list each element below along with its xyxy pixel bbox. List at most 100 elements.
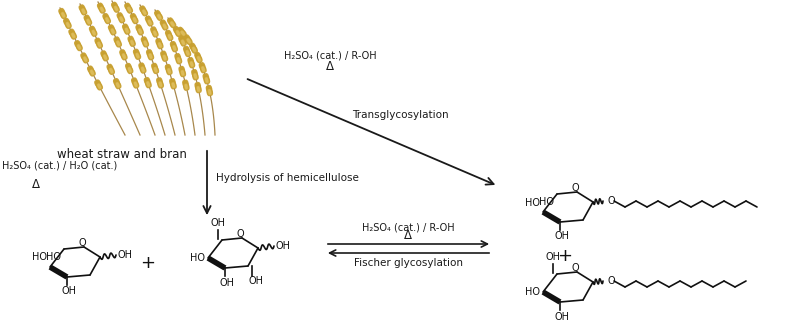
- Ellipse shape: [136, 53, 140, 58]
- Ellipse shape: [194, 74, 196, 79]
- Ellipse shape: [129, 67, 131, 72]
- Ellipse shape: [163, 55, 166, 60]
- Ellipse shape: [168, 68, 170, 74]
- Ellipse shape: [115, 79, 119, 88]
- Ellipse shape: [178, 58, 180, 62]
- Text: Fischer glycosylation: Fischer glycosylation: [353, 258, 462, 268]
- Ellipse shape: [161, 20, 166, 30]
- Ellipse shape: [185, 46, 190, 56]
- Ellipse shape: [196, 83, 200, 93]
- Ellipse shape: [165, 65, 172, 74]
- Ellipse shape: [133, 18, 136, 22]
- Text: H₂SO₄ (cat.) / H₂O (cat.): H₂SO₄ (cat.) / H₂O (cat.): [2, 160, 117, 170]
- Ellipse shape: [199, 64, 206, 72]
- Ellipse shape: [147, 51, 153, 59]
- Ellipse shape: [82, 9, 86, 13]
- Ellipse shape: [179, 27, 185, 37]
- Ellipse shape: [101, 52, 108, 60]
- Ellipse shape: [81, 5, 86, 15]
- Ellipse shape: [143, 37, 147, 47]
- Ellipse shape: [119, 13, 123, 23]
- Ellipse shape: [189, 58, 194, 68]
- Ellipse shape: [62, 12, 65, 17]
- Ellipse shape: [158, 78, 162, 88]
- Ellipse shape: [128, 7, 132, 11]
- Ellipse shape: [61, 13, 65, 17]
- Ellipse shape: [190, 44, 197, 52]
- Ellipse shape: [157, 15, 161, 19]
- Ellipse shape: [170, 22, 174, 26]
- Ellipse shape: [164, 24, 166, 29]
- Text: Δ: Δ: [32, 178, 40, 191]
- Ellipse shape: [96, 80, 101, 90]
- Ellipse shape: [121, 50, 126, 60]
- Ellipse shape: [200, 63, 205, 73]
- Ellipse shape: [184, 36, 192, 43]
- Ellipse shape: [86, 19, 90, 24]
- Ellipse shape: [98, 84, 100, 89]
- Text: +: +: [140, 254, 156, 272]
- Ellipse shape: [162, 51, 166, 61]
- Ellipse shape: [123, 54, 126, 58]
- Ellipse shape: [123, 54, 125, 59]
- Ellipse shape: [209, 89, 211, 95]
- Ellipse shape: [111, 29, 114, 34]
- Ellipse shape: [89, 66, 94, 76]
- Ellipse shape: [184, 47, 190, 56]
- Ellipse shape: [186, 35, 190, 44]
- Text: HO: HO: [525, 198, 540, 208]
- Ellipse shape: [111, 29, 115, 33]
- Ellipse shape: [152, 64, 158, 73]
- Ellipse shape: [154, 31, 156, 36]
- Ellipse shape: [143, 10, 146, 14]
- Ellipse shape: [194, 53, 202, 62]
- Text: HO: HO: [32, 252, 47, 262]
- Ellipse shape: [171, 79, 175, 89]
- Ellipse shape: [159, 82, 162, 87]
- Ellipse shape: [192, 48, 196, 52]
- Ellipse shape: [139, 64, 146, 72]
- Ellipse shape: [159, 42, 161, 48]
- Text: O: O: [607, 196, 615, 206]
- Ellipse shape: [207, 86, 211, 96]
- Text: OH: OH: [118, 250, 133, 260]
- Text: OH: OH: [249, 276, 264, 286]
- Ellipse shape: [178, 29, 186, 35]
- Ellipse shape: [70, 29, 75, 39]
- Ellipse shape: [182, 40, 184, 45]
- Ellipse shape: [190, 62, 194, 66]
- Ellipse shape: [140, 63, 144, 73]
- Ellipse shape: [86, 15, 90, 25]
- Ellipse shape: [77, 45, 81, 49]
- Ellipse shape: [92, 31, 95, 35]
- Text: O: O: [78, 238, 86, 248]
- Ellipse shape: [132, 79, 139, 87]
- Ellipse shape: [180, 36, 185, 46]
- Ellipse shape: [152, 27, 157, 37]
- Text: Δ: Δ: [326, 60, 334, 73]
- Text: Δ: Δ: [404, 229, 412, 242]
- Ellipse shape: [139, 29, 141, 34]
- Ellipse shape: [147, 16, 152, 26]
- Ellipse shape: [168, 69, 171, 73]
- Text: O: O: [607, 276, 615, 286]
- Ellipse shape: [144, 41, 147, 45]
- Ellipse shape: [184, 80, 188, 90]
- Ellipse shape: [185, 85, 188, 89]
- Ellipse shape: [192, 70, 198, 79]
- Ellipse shape: [194, 74, 197, 78]
- Ellipse shape: [173, 83, 174, 88]
- Ellipse shape: [198, 56, 200, 61]
- Ellipse shape: [117, 41, 119, 46]
- Ellipse shape: [106, 18, 109, 22]
- Ellipse shape: [124, 24, 128, 34]
- Ellipse shape: [113, 2, 118, 12]
- Ellipse shape: [179, 37, 186, 45]
- Ellipse shape: [202, 67, 205, 71]
- Text: Transglycosylation: Transglycosylation: [352, 110, 449, 120]
- Ellipse shape: [131, 15, 138, 23]
- Ellipse shape: [125, 4, 132, 12]
- Ellipse shape: [108, 26, 115, 34]
- Ellipse shape: [59, 9, 66, 17]
- Ellipse shape: [157, 78, 163, 87]
